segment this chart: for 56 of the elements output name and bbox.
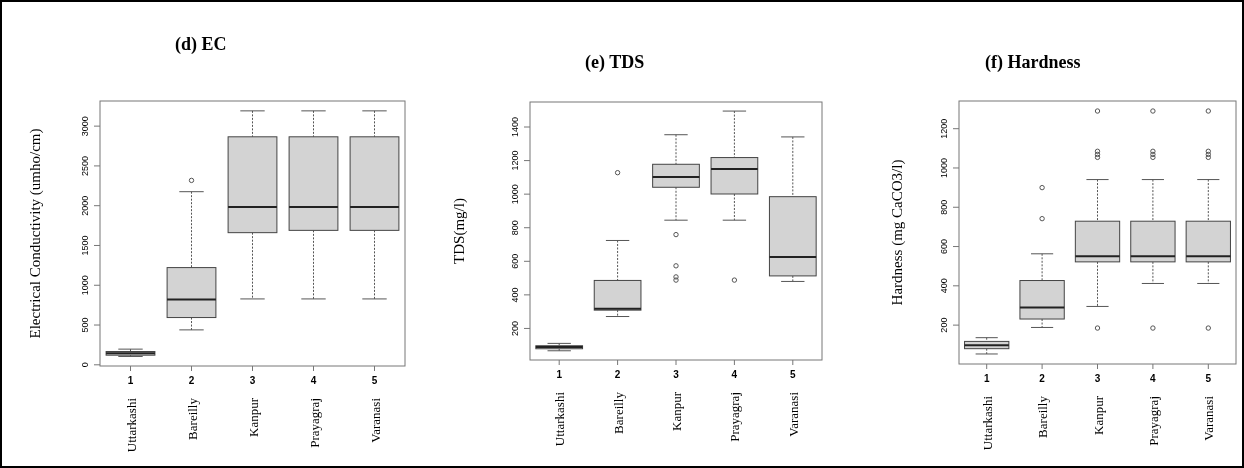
text: Kanpur [245, 397, 261, 437]
x-tick-label: 3 [249, 375, 256, 386]
y-tick-label: 200 [939, 317, 949, 333]
y-tick-label: 1000 [510, 184, 520, 205]
text: Bareilly [610, 391, 626, 434]
x-tick-label: 1 [556, 369, 563, 380]
x-tick-label: 5 [1205, 373, 1212, 384]
text: Bareilly [184, 397, 200, 440]
y-axis-title: TDS(mg/l) [451, 198, 468, 264]
text: Prayagraj [1145, 396, 1161, 446]
x-tick-label: 1 [127, 375, 134, 386]
x-tick-label: 2 [614, 369, 621, 380]
text: Prayagraj [306, 398, 322, 448]
x-tick-label: 4 [310, 375, 317, 386]
text: Uttarkashi [123, 397, 139, 453]
y-tick-label: 3000 [80, 116, 90, 137]
y-tick-label: 2000 [80, 195, 90, 216]
x-tick-label: 3 [1094, 373, 1101, 384]
x-tick-label: 1 [983, 373, 990, 384]
x-tick-label: 5 [371, 375, 378, 386]
text: Varanasi [367, 397, 383, 443]
text: Prayagraj [727, 392, 743, 442]
y-tick-label: 800 [510, 220, 520, 236]
x-tick-label: 4 [731, 369, 738, 380]
y-axis-title: Electrical Conductivity (umho/cm) [27, 128, 44, 339]
y-axis-title: Hardness (mg CaCO3/l) [889, 159, 906, 306]
y-tick-label: 1000 [80, 275, 90, 296]
y-tick-label: 0 [80, 362, 90, 368]
text: Bareilly [1035, 395, 1051, 438]
chart-title: (f) Hardness [985, 52, 1081, 73]
text: Uttarkashi [979, 395, 995, 451]
y-tick-label: 1500 [80, 235, 90, 256]
x-tick-label: 2 [1039, 373, 1046, 384]
text: Kanpur [1090, 395, 1106, 435]
y-tick-label: 1200 [510, 150, 520, 171]
y-tick-label: 1200 [939, 118, 949, 139]
y-tick-label: 1400 [510, 117, 520, 138]
text: Varanasi [785, 391, 801, 437]
x-tick-label: 3 [673, 369, 680, 380]
y-tick-label: 400 [510, 287, 520, 303]
y-tick-label: 400 [939, 278, 949, 294]
text: Uttarkashi [552, 391, 568, 447]
chart-title: (d) EC [175, 34, 227, 55]
text: Varanasi [1201, 395, 1217, 441]
y-tick-label: 1000 [939, 157, 949, 178]
y-tick-label: 600 [510, 253, 520, 269]
y-tick-label: 800 [939, 199, 949, 215]
y-tick-label: 2500 [80, 155, 90, 176]
x-tick-label: 2 [188, 375, 195, 386]
chart-title: (e) TDS [585, 52, 645, 73]
y-tick-label: 500 [80, 317, 90, 333]
x-tick-label: 5 [790, 369, 797, 380]
y-tick-label: 600 [939, 239, 949, 255]
text: Kanpur [669, 391, 684, 431]
y-tick-label: 200 [510, 320, 520, 336]
x-tick-label: 4 [1150, 373, 1157, 384]
